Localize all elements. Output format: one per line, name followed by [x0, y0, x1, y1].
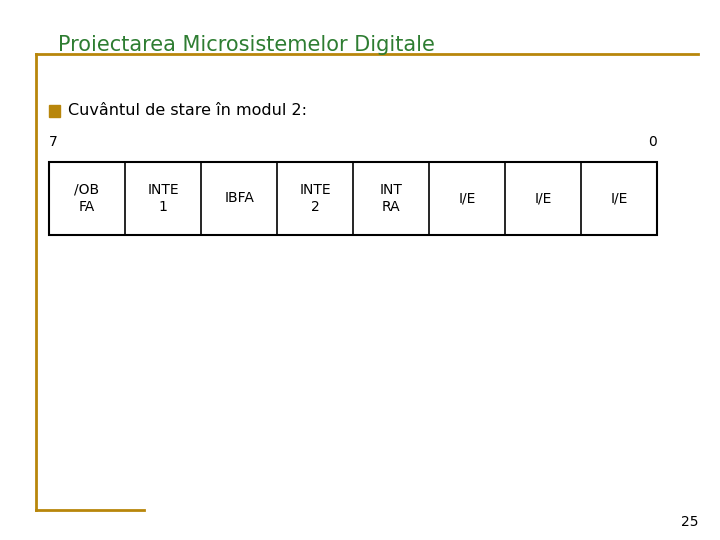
Text: I/E: I/E [459, 192, 476, 205]
FancyBboxPatch shape [49, 105, 60, 117]
Bar [49, 162, 657, 235]
Text: 7: 7 [49, 134, 58, 149]
Text: 25: 25 [681, 515, 698, 529]
Text: Cuvântul de stare în modul 2:: Cuvântul de stare în modul 2: [68, 103, 307, 118]
Text: INT
RA: INT RA [379, 183, 402, 214]
Text: INTE
1: INTE 1 [147, 183, 179, 214]
Text: INTE
2: INTE 2 [300, 183, 331, 214]
Text: Proiectarea Microsistemelor Digitale: Proiectarea Microsistemelor Digitale [58, 35, 434, 55]
Text: I/E: I/E [534, 192, 552, 205]
Text: 0: 0 [649, 134, 657, 149]
Text: I/E: I/E [611, 192, 628, 205]
Text: /OB
FA: /OB FA [74, 183, 99, 214]
Text: IBFA: IBFA [224, 192, 254, 205]
